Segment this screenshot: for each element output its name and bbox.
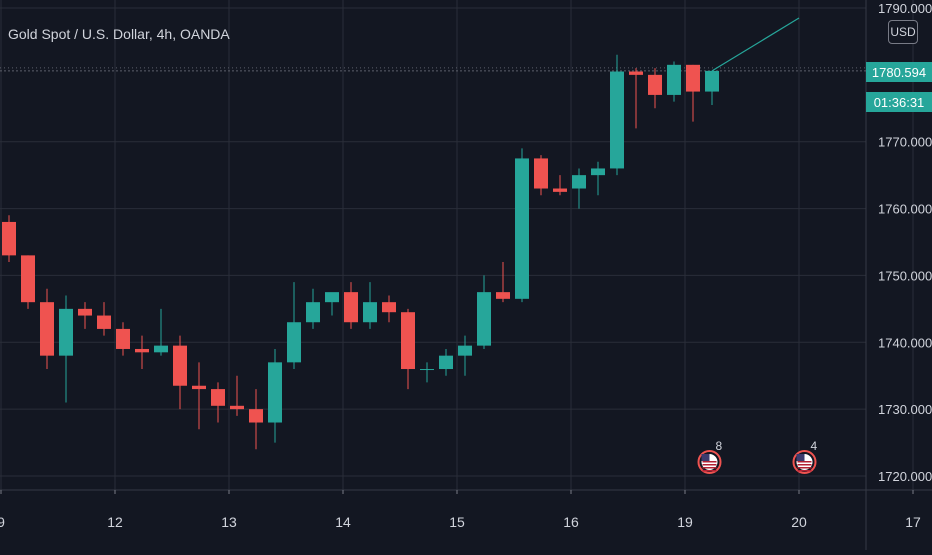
us-flag-stripe: [702, 470, 717, 472]
price-tick-label: 1740.000: [878, 335, 932, 350]
candle-body[interactable]: [686, 64, 700, 92]
candle-body[interactable]: [230, 405, 244, 410]
price-tick-label: 1760.000: [878, 202, 932, 217]
trend-line[interactable]: [711, 17, 800, 72]
candle-body[interactable]: [382, 302, 396, 313]
candle-body[interactable]: [287, 322, 301, 363]
event-count-label: 8: [716, 439, 723, 453]
current-price-label: 1780.594: [866, 62, 932, 82]
candle-body[interactable]: [667, 64, 681, 95]
candle-body[interactable]: [363, 302, 377, 323]
candle-body[interactable]: [591, 168, 605, 176]
candle-body[interactable]: [515, 158, 529, 299]
candle-body[interactable]: [477, 292, 491, 346]
symbol-title[interactable]: Gold Spot / U.S. Dollar, 4h, OANDA: [8, 26, 230, 42]
candle-body[interactable]: [268, 362, 282, 423]
candle-body[interactable]: [78, 308, 92, 316]
candle-body[interactable]: [534, 158, 548, 189]
candle-body[interactable]: [192, 385, 206, 390]
price-tick-label: 1730.000: [878, 402, 932, 417]
us-flag-stripe: [702, 461, 717, 463]
candle-body[interactable]: [173, 345, 187, 386]
us-flag-stripe: [797, 461, 812, 463]
time-tick-label: 13: [221, 514, 237, 530]
candle-body[interactable]: [97, 315, 111, 329]
candle-body[interactable]: [325, 292, 339, 303]
candle-body[interactable]: [439, 355, 453, 370]
candle-body[interactable]: [610, 71, 624, 169]
price-tick-label: 1750.000: [878, 268, 932, 283]
us-flag-stripe: [797, 470, 812, 472]
candle-body[interactable]: [401, 312, 415, 370]
time-tick-label: 20: [791, 514, 807, 530]
candle-body[interactable]: [572, 175, 586, 189]
candle-body[interactable]: [249, 409, 263, 423]
candle-body[interactable]: [306, 302, 320, 323]
price-tick-label: 1770.000: [878, 135, 932, 150]
candle-body[interactable]: [154, 345, 168, 353]
price-tick-label: 1790.000: [878, 1, 932, 16]
candle-body[interactable]: [458, 345, 472, 356]
price-tick-label: 1720.000: [878, 469, 932, 484]
us-flag-stripe: [702, 464, 717, 466]
us-flag-stripe: [702, 467, 717, 469]
candle-body[interactable]: [211, 389, 225, 406]
time-tick-label: 9: [0, 514, 5, 530]
candle-body[interactable]: [21, 255, 35, 303]
time-tick-label: 19: [677, 514, 693, 530]
candle-body[interactable]: [705, 70, 719, 92]
time-tick-label: 17: [905, 514, 921, 530]
us-flag-stripe: [797, 467, 812, 469]
candle-body[interactable]: [2, 221, 16, 256]
candle-body[interactable]: [116, 328, 130, 349]
candle-body[interactable]: [648, 74, 662, 95]
candle-body[interactable]: [59, 308, 73, 356]
time-tick-label: 16: [563, 514, 579, 530]
time-tick-label: 12: [107, 514, 123, 530]
candle-body[interactable]: [553, 188, 567, 192]
us-flag-canton: [701, 454, 710, 461]
candle-body[interactable]: [344, 292, 358, 323]
us-flag-canton: [796, 454, 805, 461]
time-tick-label: 15: [449, 514, 465, 530]
time-tick-label: 14: [335, 514, 351, 530]
candle-body[interactable]: [496, 292, 510, 299]
candle-body[interactable]: [420, 369, 434, 371]
candle-body[interactable]: [629, 71, 643, 75]
currency-button[interactable]: USD: [888, 20, 918, 44]
candle-body[interactable]: [40, 302, 54, 356]
candle-body[interactable]: [135, 348, 149, 353]
countdown-label: 01:36:31: [866, 92, 932, 112]
event-count-label: 4: [811, 439, 818, 453]
us-flag-stripe: [797, 464, 812, 466]
